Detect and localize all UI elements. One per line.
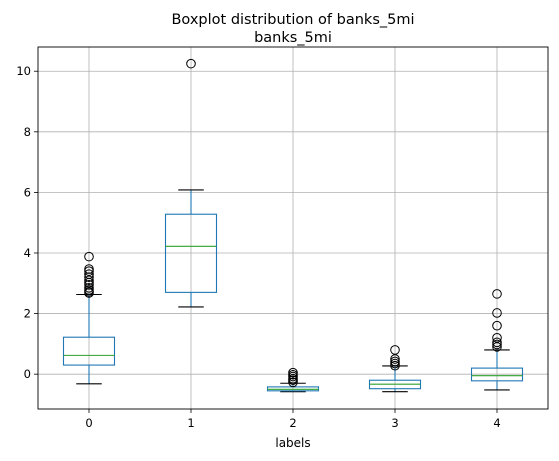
outlier-point <box>84 251 94 262</box>
outlier-point <box>84 283 94 293</box>
outlier-point <box>492 308 502 318</box>
box-group-1 <box>164 58 218 308</box>
outlier-point <box>288 367 298 378</box>
box-iqr <box>62 336 116 366</box>
box-group-2 <box>266 367 320 393</box>
box-iqr <box>164 213 218 293</box>
box-group-0 <box>62 251 116 385</box>
outlier-point <box>492 337 502 348</box>
x-axis-label: labels <box>275 436 310 450</box>
outlier-point <box>84 264 94 274</box>
x-tick-label: 3 <box>391 416 398 430</box>
outlier-point <box>492 333 502 343</box>
outlier-point <box>492 289 502 299</box>
y-tick-label: 4 <box>24 246 31 260</box>
y-tick-label: 8 <box>24 125 31 139</box>
chart-title: banks_5mi <box>254 30 332 46</box>
chart-suptitle: Boxplot distribution of banks_5mi <box>171 12 414 28</box>
outlier-point <box>390 345 400 355</box>
x-tick-label: 1 <box>187 416 194 430</box>
box-group-3 <box>368 345 422 393</box>
x-axis: 0 1 2 3 4 <box>85 409 501 430</box>
boxes <box>62 58 524 393</box>
x-tick-label: 4 <box>493 416 500 430</box>
grid-lines <box>38 47 548 409</box>
y-tick-label: 10 <box>16 64 31 78</box>
y-tick-label: 6 <box>24 185 31 199</box>
outlier-point <box>492 320 502 331</box>
outlier-point <box>186 58 196 69</box>
x-tick-label: 0 <box>85 416 92 430</box>
outlier-point <box>84 269 94 279</box>
box-iqr <box>470 367 524 382</box>
x-tick-label: 2 <box>289 416 296 430</box>
y-tick-label: 2 <box>24 307 31 321</box>
outlier-point <box>390 356 400 367</box>
box-group-4 <box>470 289 524 391</box>
y-axis: 0 2 4 6 8 10 <box>16 64 38 381</box>
y-tick-label: 0 <box>24 367 31 381</box>
